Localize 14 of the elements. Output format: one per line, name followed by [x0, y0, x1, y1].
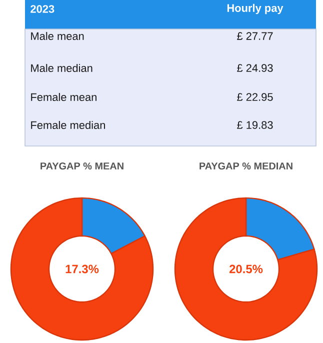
text: Female mean	[31, 92, 96, 102]
text: Female median	[31, 120, 105, 130]
text: £ 19.83	[237, 121, 273, 129]
text: Male median	[31, 64, 92, 72]
text: 17.3%	[66, 264, 99, 274]
chart-title: PAYGAP % MEAN	[40, 162, 124, 170]
text: £ 24.93	[237, 64, 273, 72]
text: £ 22.95	[237, 93, 273, 101]
text: 20.5%	[229, 264, 263, 274]
text: 2023	[30, 5, 54, 13]
text: Male mean	[31, 32, 84, 40]
text: £ 27.77	[237, 32, 273, 40]
text: Hourly pay	[227, 4, 284, 14]
chart-title: PAYGAP % MEDIAN	[200, 162, 292, 170]
